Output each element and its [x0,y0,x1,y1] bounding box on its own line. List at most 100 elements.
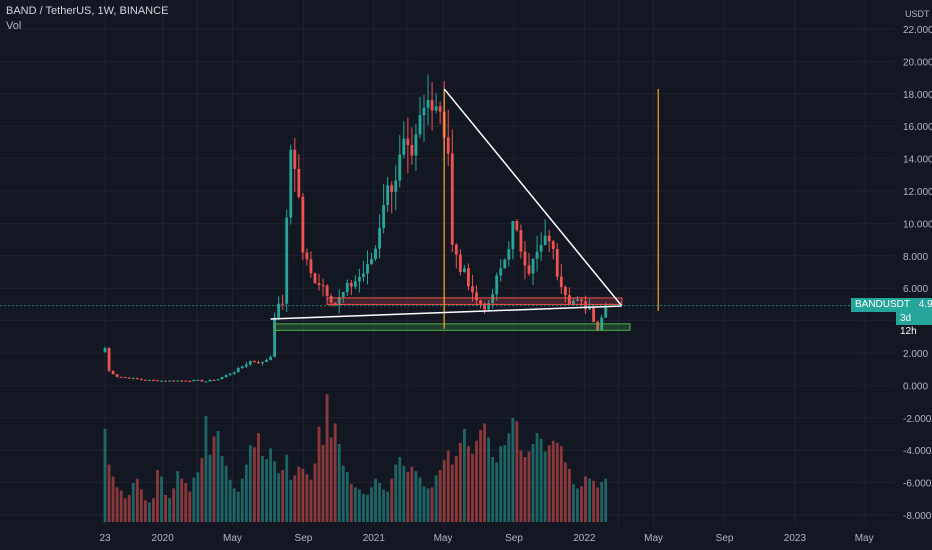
candle-body [152,379,155,381]
candle-body [467,268,470,287]
candle-body [244,364,248,367]
ascending-support-trendline [270,305,622,320]
candle-body [353,281,357,287]
candle-body [519,230,523,252]
y-tick-label: 22.000 [903,25,932,36]
volume-bar [430,487,434,522]
y-tick-label: -2.000 [903,414,932,425]
y-tick-label: -8.000 [903,511,932,522]
candle-body [119,376,123,378]
candle-body [188,380,192,382]
candle-body [345,282,349,292]
candle-body [111,370,115,375]
candle-body [382,204,386,228]
volume-bar [596,487,600,522]
volume-bar [370,487,373,522]
volume-bar [301,468,305,522]
volume-bar [127,494,131,522]
volume-bar [378,483,382,522]
candle-body [107,348,111,371]
candle-body [596,321,600,331]
volume-legend[interactable]: Vol [6,20,22,32]
candle-body [123,377,127,379]
volume-bar [244,464,248,522]
candle-body [580,299,583,302]
volume-bar [281,470,285,522]
volume-bar [123,498,127,522]
candle-body [471,286,474,293]
volume-bar [269,448,272,522]
volume-bar [422,486,426,522]
volume-bar [604,478,608,522]
candle-body [261,361,264,364]
candle-body [507,249,511,260]
candle-body [386,185,390,205]
volume-bar [588,478,591,522]
volume-bar [547,445,551,522]
candle-body [172,380,176,382]
candle-body [248,360,252,365]
x-tick-label: May [644,533,663,544]
candle-body [184,380,188,382]
candle-body [204,381,208,383]
volume-bar [293,475,297,522]
candle-body [115,374,119,377]
volume-bar [152,498,155,522]
candle-body [148,379,151,381]
candle-body [398,154,402,181]
candle-body [563,286,567,296]
candle-body [527,265,531,274]
candle-body [135,378,139,380]
volume-bar [325,394,329,522]
candle-body [357,276,361,282]
volume-bar [168,498,172,522]
volume-bar [220,455,224,522]
volume-bar [184,483,188,522]
candle-body [289,149,293,218]
candle-body [139,379,143,381]
volume-bar [462,428,466,522]
volume-bar [366,494,369,522]
volume-bar [467,446,470,522]
candle-body [378,227,382,249]
candle-body [297,168,301,197]
volume-bar [503,445,507,522]
volume-bar [527,451,531,522]
x-tick-label: May [434,533,453,544]
candle-body [265,359,268,362]
candle-body [414,134,418,156]
candle-body [547,235,551,242]
candle-body [426,100,430,108]
candle-body [160,380,163,382]
y-tick-label: 8.000 [903,252,928,263]
volume-bar [357,489,361,522]
candle-body [458,254,462,273]
volume-bar [495,462,499,522]
candle-body [450,153,454,245]
volume-bar [446,450,450,522]
chart-legend: BAND / TetherUS, 1W, BINANCE Vol [6,4,168,34]
volume-bar [240,478,244,522]
candle-body [192,379,196,382]
volume-bar [309,479,313,522]
volume-bar [289,479,293,522]
candle-body [515,221,519,231]
candle-body [281,303,285,305]
y-tick-label: 20.000 [903,57,932,68]
y-tick-label: 16.000 [903,122,932,133]
volume-bar [192,477,196,522]
volume-bar [483,423,486,522]
volume-bar [572,484,575,522]
candle-body [390,185,394,192]
symbol-title[interactable]: BAND / TetherUS, 1W, BINANCE [6,5,169,17]
volume-bar [212,436,216,522]
volume-bar [156,470,159,522]
x-tick-label: Sep [295,533,313,544]
candle-body [374,248,377,259]
y-tick-label: 14.000 [903,155,932,166]
volume-bar [600,481,604,522]
volume-bar [382,489,386,522]
candle-body [438,106,442,112]
